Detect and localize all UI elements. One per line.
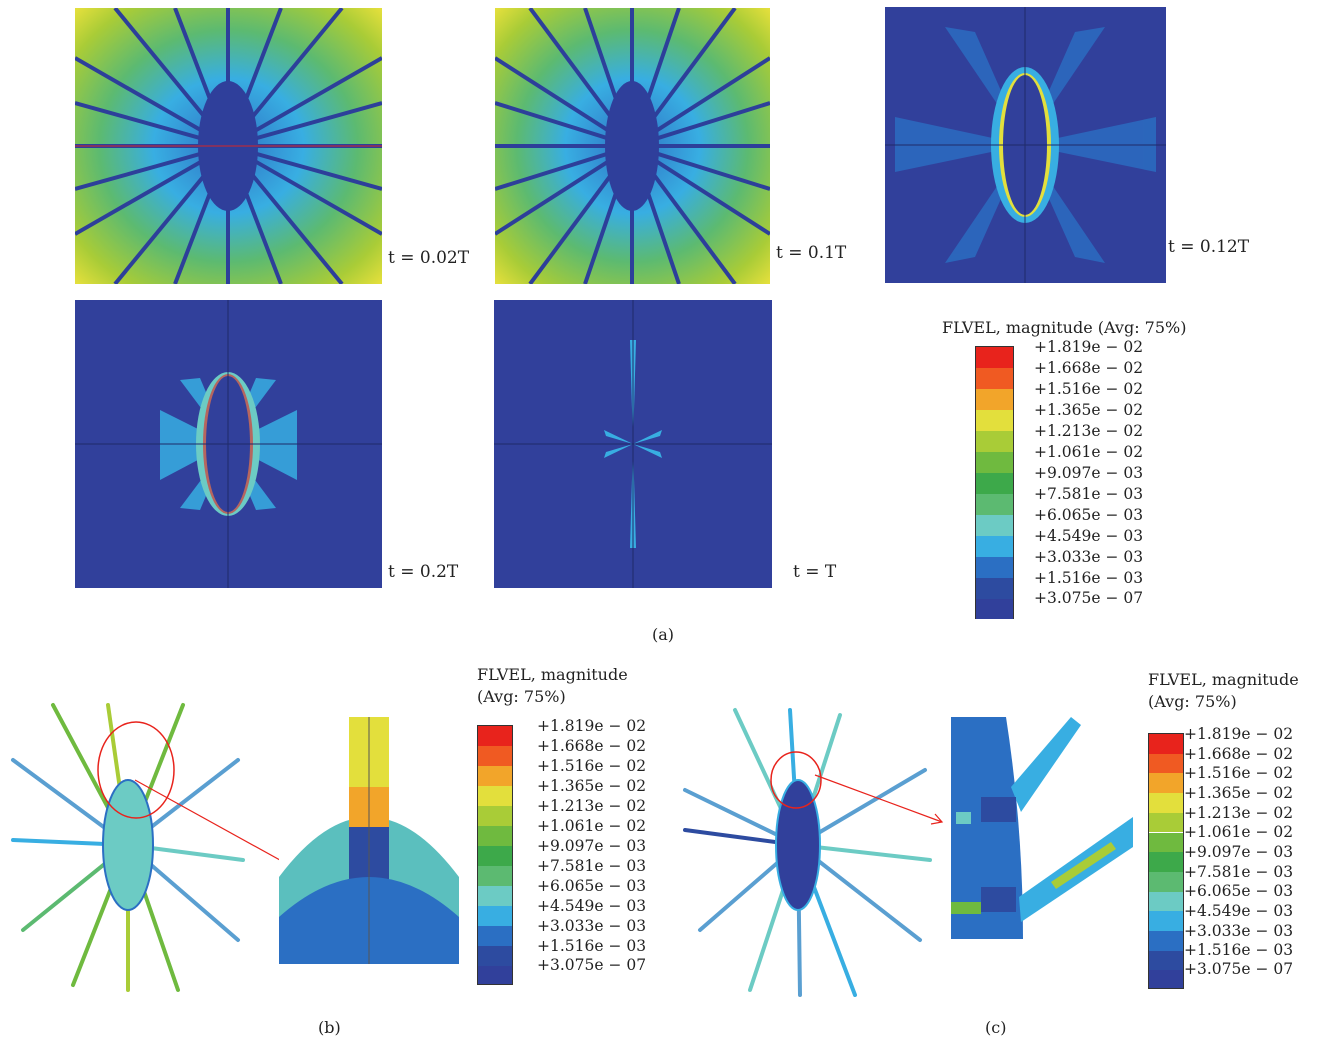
legend-b-val-10: +3.033e − 03 (537, 917, 647, 935)
legend-a-val-12: +3.075e − 07 (1034, 589, 1144, 607)
legend-b-title-1: FLVEL, magnitude (477, 665, 628, 684)
legend-c-val-6: +9.097e − 03 (1184, 843, 1294, 861)
zoom-arrow-c (814, 774, 944, 825)
legend-c-val-3: +1.365e − 02 (1184, 784, 1294, 802)
legend-c-val-11: +1.516e − 03 (1184, 941, 1294, 959)
time-label-tT: t = T (793, 562, 837, 582)
legend-a-colorbar (975, 346, 1014, 619)
legend-a-title: FLVEL, magnitude (Avg: 75%) (942, 318, 1187, 337)
legend-c-colorbar (1148, 733, 1184, 989)
time-label-t002: t = 0.02T (388, 248, 470, 268)
legend-b-val-4: +1.213e − 02 (537, 797, 647, 815)
legend-a-val-0: +1.819e − 02 (1034, 338, 1144, 356)
legend-b-val-9: +4.549e − 03 (537, 897, 647, 915)
legend-b-colorbar (477, 725, 513, 985)
legend-c-title-2: (Avg: 75%) (1148, 692, 1237, 711)
legend-b: FLVEL, magnitude (Avg: 75%) +1.819e − 02… (477, 665, 677, 995)
caption-b: (b) (318, 1018, 341, 1037)
legend-a: FLVEL, magnitude (Avg: 75%) +1.819e − 02… (942, 318, 1212, 619)
zoom-detail-b (279, 717, 459, 964)
legend-b-val-5: +1.061e − 02 (537, 817, 647, 835)
legend-b-title-2: (Avg: 75%) (477, 687, 566, 706)
legend-a-val-6: +9.097e − 03 (1034, 464, 1144, 482)
legend-a-val-7: +7.581e − 03 (1034, 485, 1144, 503)
contour-panel-tT (494, 300, 772, 588)
model-3d-c (683, 708, 932, 997)
legend-c-title-1: FLVEL, magnitude (1148, 670, 1299, 689)
legend-c-val-8: +6.065e − 03 (1184, 882, 1294, 900)
legend-a-val-1: +1.668e − 02 (1034, 359, 1144, 377)
legend-a-val-3: +1.365e − 02 (1034, 401, 1144, 419)
legend-a-val-4: +1.213e − 02 (1034, 422, 1144, 440)
legend-a-val-10: +3.033e − 03 (1034, 548, 1144, 566)
legend-a-val-2: +1.516e − 02 (1034, 380, 1144, 398)
caption-c: (c) (985, 1018, 1007, 1037)
legend-a-val-8: +6.065e − 03 (1034, 506, 1144, 524)
model-3d-b (11, 703, 245, 992)
legend-b-val-7: +7.581e − 03 (537, 857, 647, 875)
caption-a: (a) (652, 625, 675, 644)
legend-c-val-5: +1.061e − 02 (1184, 823, 1294, 841)
legend-c: FLVEL, magnitude (Avg: 75%) +1.819e − 02… (1148, 670, 1328, 1000)
time-label-t012: t = 0.12T (1168, 237, 1250, 257)
contour-panel-t02 (75, 300, 382, 588)
legend-b-val-6: +9.097e − 03 (537, 837, 647, 855)
legend-c-val-4: +1.213e − 02 (1184, 804, 1294, 822)
legend-b-val-8: +6.065e − 03 (537, 877, 647, 895)
legend-a-val-11: +1.516e − 03 (1034, 569, 1144, 587)
zoom-detail-c (951, 717, 1133, 939)
legend-c-val-9: +4.549e − 03 (1184, 902, 1294, 920)
time-label-t02: t = 0.2T (388, 562, 459, 582)
legend-b-val-3: +1.365e − 02 (537, 777, 647, 795)
contour-panel-t012 (885, 7, 1166, 283)
legend-c-val-7: +7.581e − 03 (1184, 863, 1294, 881)
legend-b-val-11: +1.516e − 03 (537, 937, 647, 955)
legend-a-val-5: +1.061e − 02 (1034, 443, 1144, 461)
legend-c-val-12: +3.075e − 07 (1184, 960, 1294, 978)
legend-c-val-10: +3.033e − 03 (1184, 922, 1294, 940)
legend-c-val-2: +1.516e − 02 (1184, 764, 1294, 782)
legend-b-val-2: +1.516e − 02 (537, 757, 647, 775)
legend-b-val-12: +3.075e − 07 (537, 956, 647, 974)
legend-b-val-1: +1.668e − 02 (537, 737, 647, 755)
legend-b-val-0: +1.819e − 02 (537, 717, 647, 735)
legend-c-val-0: +1.819e − 02 (1184, 725, 1294, 743)
contour-panel-t01 (495, 8, 770, 284)
legend-a-val-9: +4.549e − 03 (1034, 527, 1144, 545)
contour-panel-t002 (75, 8, 382, 284)
time-label-t01: t = 0.1T (776, 243, 847, 263)
legend-c-val-1: +1.668e − 02 (1184, 745, 1294, 763)
